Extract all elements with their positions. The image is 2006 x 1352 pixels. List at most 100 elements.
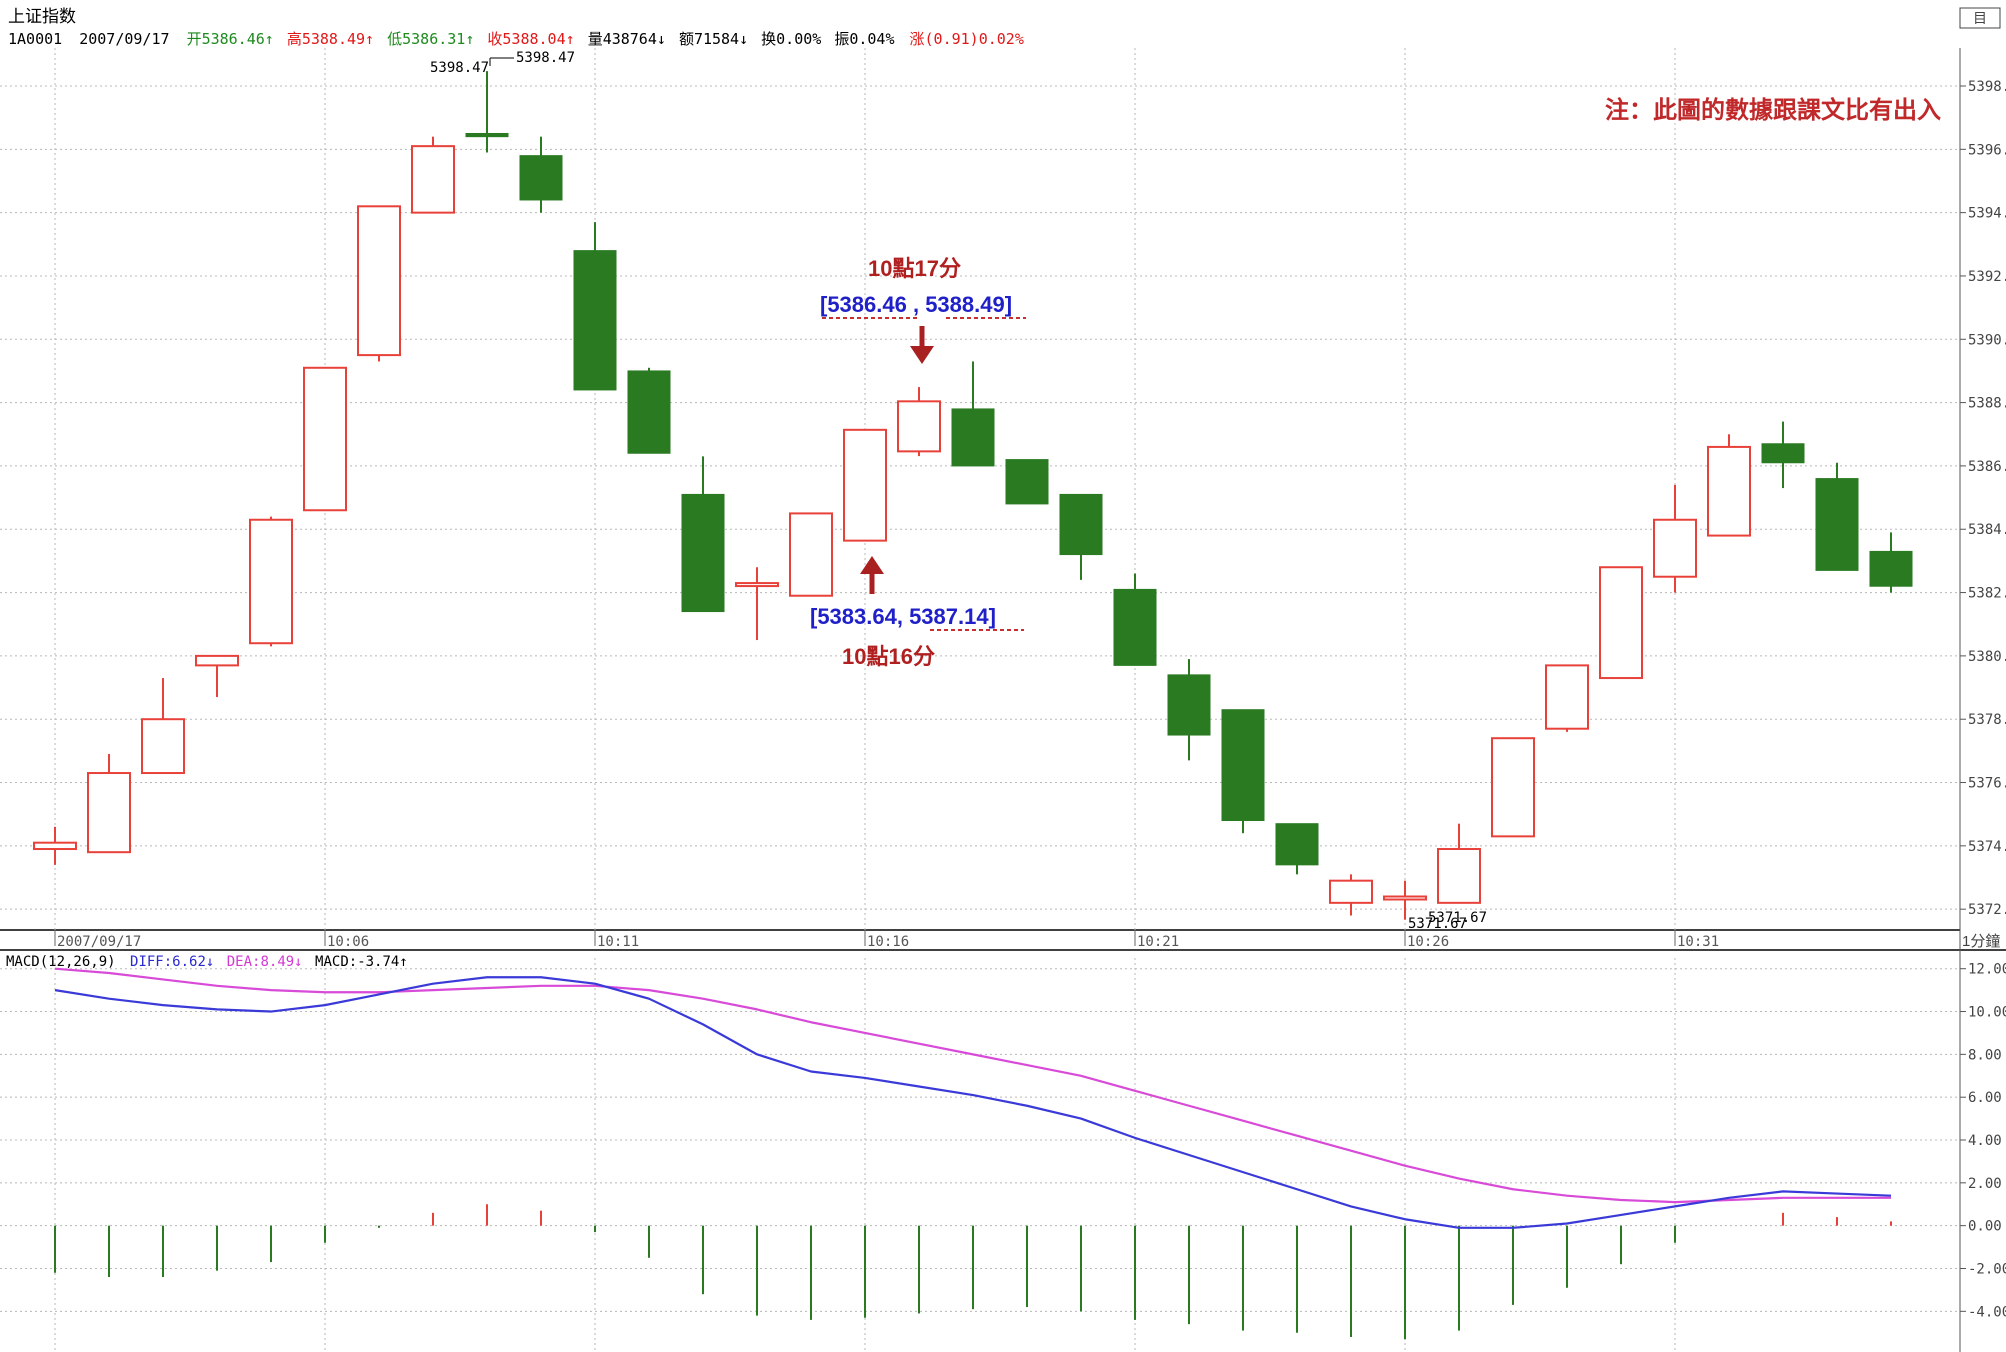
candle-body-up bbox=[789, 512, 833, 597]
candle bbox=[789, 512, 833, 597]
price-tick-label: 5396.0 bbox=[1968, 142, 2006, 158]
candle-body-up bbox=[303, 366, 347, 512]
corner-box bbox=[1959, 7, 2001, 29]
candle bbox=[897, 387, 941, 457]
price-tick-label: 5388.0 bbox=[1968, 396, 2006, 412]
candle bbox=[843, 428, 887, 542]
upper-time-label: 10點17分 bbox=[868, 256, 961, 281]
candle-body-up bbox=[1707, 445, 1751, 537]
candle bbox=[1815, 462, 1859, 571]
candle bbox=[627, 367, 671, 454]
candle bbox=[1545, 664, 1589, 732]
main-grid: 5398.0 5396.0 5394.0 5392.0 5390.0 5388.0 5386… bbox=[0, 48, 2006, 930]
price-tick-label: 5372.0 bbox=[1968, 902, 2006, 918]
candle-body-down bbox=[1869, 550, 1913, 587]
header-amplitude: 振0.04% bbox=[834, 30, 894, 48]
candle bbox=[1221, 709, 1265, 834]
candle bbox=[1599, 566, 1643, 680]
header-turnover: 换0.00% bbox=[761, 30, 821, 48]
candle bbox=[357, 205, 401, 362]
min-label-b: 5371.67 bbox=[1428, 910, 1487, 926]
candle-body-up bbox=[897, 400, 941, 453]
candle-body-up bbox=[1437, 848, 1481, 904]
price-tick-label: 5386.0 bbox=[1968, 459, 2006, 475]
x-axis-labels: 2007/09/17 10:06 10:11 10:16 10:21 10:26 10:31 bbox=[54, 930, 1719, 950]
candle bbox=[303, 366, 347, 512]
candle bbox=[1113, 573, 1157, 666]
candle-body-up bbox=[195, 654, 239, 667]
x-tick-label: 10:16 bbox=[867, 934, 909, 950]
x-tick-label: 10:06 bbox=[327, 934, 369, 950]
max-label-right: 5398.47 bbox=[516, 50, 575, 66]
macd-tick-label: 8.00 bbox=[1968, 1047, 2002, 1063]
candle bbox=[195, 654, 239, 698]
header-date: 2007/09/17 bbox=[79, 30, 169, 48]
x-tick-label: 10:21 bbox=[1137, 934, 1179, 950]
candle-body-up bbox=[357, 205, 401, 357]
candle bbox=[465, 71, 509, 153]
macd-tick-label: 0.00 bbox=[1968, 1219, 2002, 1235]
candle-body-up bbox=[87, 772, 131, 854]
x-tick-label: 10:26 bbox=[1407, 934, 1449, 950]
price-tick-label: 5382.0 bbox=[1968, 586, 2006, 602]
candle-body-down bbox=[627, 370, 671, 454]
macd-value: MACD:-3.74↑ bbox=[315, 954, 408, 970]
candle bbox=[411, 136, 455, 214]
max-label-left: 5398.47 bbox=[430, 60, 489, 76]
candle-body-up bbox=[1329, 879, 1373, 904]
candle bbox=[1761, 421, 1805, 489]
candle bbox=[1383, 880, 1427, 920]
corner-box-glyph: 目 bbox=[1973, 11, 1987, 27]
note-text: 注：此圖的數據跟課文比有出入 bbox=[1605, 96, 1941, 124]
dea-line bbox=[54, 967, 1891, 1204]
candle-body-up bbox=[735, 582, 779, 588]
macd-tick-label: 10.00 bbox=[1968, 1005, 2006, 1021]
candle-body-up bbox=[1383, 895, 1427, 901]
candle bbox=[735, 567, 779, 641]
macd-plot bbox=[54, 967, 1892, 1340]
x-tick-label: 10:11 bbox=[597, 934, 639, 950]
candle-body-up bbox=[1653, 518, 1697, 578]
lower-values-label: [5383.64, 5387.14] bbox=[810, 604, 996, 629]
candle-body-up bbox=[33, 841, 77, 851]
x-unit-label: 1分鐘 bbox=[1962, 933, 2000, 950]
price-tick-label: 5380.0 bbox=[1968, 649, 2006, 665]
candlesticks bbox=[33, 71, 1913, 920]
candle bbox=[1707, 434, 1751, 537]
x-tick-label: 10:31 bbox=[1677, 934, 1719, 950]
upper-values-label: [5386.46 , 5388.49] bbox=[820, 292, 1012, 317]
header-amount: 额71584↓ bbox=[679, 30, 748, 48]
candle bbox=[249, 516, 293, 647]
macd-tick-label: 6.00 bbox=[1968, 1090, 2002, 1106]
candle bbox=[1005, 459, 1049, 505]
candle-body-down bbox=[1005, 459, 1049, 505]
header-low: 低5386.31↑ bbox=[387, 30, 474, 48]
index-name: 上证指数 bbox=[8, 7, 76, 26]
macd-dea: DEA:8.49↓ bbox=[227, 954, 303, 970]
candle bbox=[519, 136, 563, 213]
candle bbox=[573, 222, 617, 391]
header-volume: 量438764↓ bbox=[588, 30, 666, 48]
macd-diff: DIFF:6.62↓ bbox=[130, 954, 214, 970]
diff-line bbox=[54, 976, 1892, 1229]
price-tick-label: 5394.0 bbox=[1968, 206, 2006, 222]
candle bbox=[1275, 823, 1319, 875]
candle-body-down bbox=[519, 155, 563, 201]
candle bbox=[33, 826, 77, 865]
candle bbox=[1059, 493, 1103, 580]
macd-grid: 12.00 10.00 8.00 6.00 4.00 2.00 0.00 -2.00 -4.00 bbox=[0, 958, 2006, 1352]
candle-body-down bbox=[681, 493, 725, 613]
candle-body-down bbox=[1221, 709, 1265, 822]
price-tick-label: 5378.0 bbox=[1968, 712, 2006, 728]
candle-body-down bbox=[573, 250, 617, 391]
header-high: 高5388.49↑ bbox=[287, 30, 374, 48]
candle bbox=[1653, 484, 1697, 593]
macd-tick-label: -2.00 bbox=[1968, 1261, 2006, 1277]
macd-tick-label: 2.00 bbox=[1968, 1176, 2002, 1192]
candle bbox=[1869, 532, 1913, 593]
candle-body-up bbox=[411, 145, 455, 214]
candle bbox=[1437, 823, 1481, 904]
candle-body-up bbox=[843, 428, 887, 542]
candle-body-up bbox=[249, 518, 293, 645]
